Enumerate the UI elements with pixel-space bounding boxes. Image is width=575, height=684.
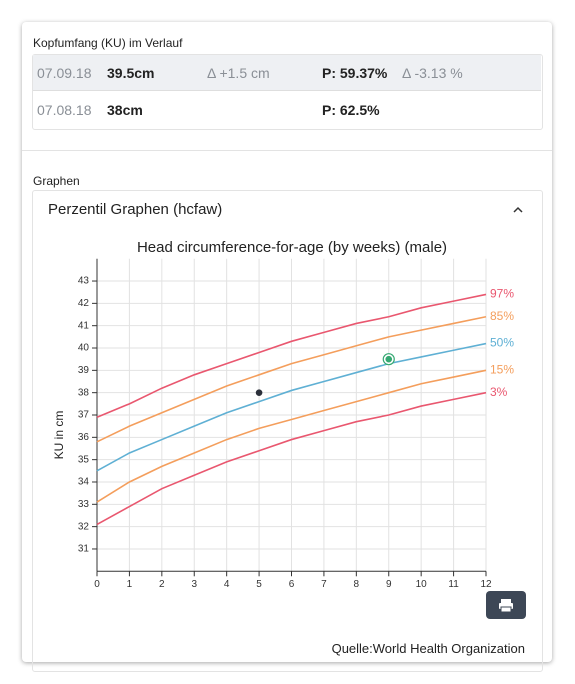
table-row (33, 55, 541, 91)
percentile: P: 59.37% (322, 65, 388, 81)
panel (32, 190, 543, 672)
print-icon (499, 599, 513, 613)
print-button[interactable] (486, 591, 526, 619)
section-title: Kopfumfang (KU) im Verlauf (33, 36, 183, 50)
collapse-icon[interactable] (511, 205, 525, 215)
date: 07.08.18 (37, 102, 92, 118)
value: 38cm (107, 102, 143, 118)
delta: Δ +1.5 cm (207, 65, 270, 81)
percentile-delta: Δ -3.13 % (402, 65, 463, 81)
percentile: P: 62.5% (322, 102, 380, 118)
panel-title[interactable]: Perzentil Graphen (hcfaw) (48, 201, 223, 218)
divider (22, 150, 552, 151)
section-title: Graphen (33, 174, 80, 188)
source: Quelle:World Health Organization (331, 641, 525, 656)
value: 39.5cm (107, 65, 155, 81)
date: 07.09.18 (37, 65, 92, 81)
table (32, 54, 543, 130)
